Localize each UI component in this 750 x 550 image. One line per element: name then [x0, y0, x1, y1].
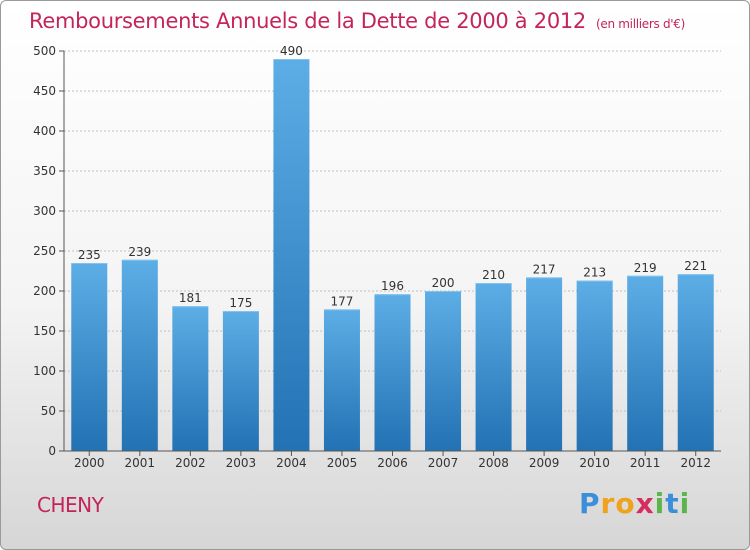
bar-2003[interactable]	[222, 311, 259, 451]
value-label: 239	[128, 245, 151, 259]
axes: 0 50 100 150 200 250 300 350 400 450 500 2000 2001 20…	[33, 44, 721, 470]
y-tick-label: 500	[33, 44, 56, 58]
value-label: 490	[280, 44, 303, 58]
x-tick-label: 2007	[428, 456, 459, 470]
bar-2001[interactable]	[121, 259, 158, 451]
logo-letter: i	[654, 487, 666, 520]
logo-letter: x	[635, 487, 655, 520]
y-tick-label: 450	[33, 84, 56, 98]
logo-letter: i	[679, 487, 691, 520]
value-label: 177	[331, 294, 354, 308]
x-tick-label: 2010	[579, 456, 610, 470]
logo-letter: r	[600, 487, 616, 520]
y-tick-label: 100	[33, 364, 56, 378]
x-tick-label: 2005	[327, 456, 358, 470]
value-label: 200	[432, 276, 455, 290]
value-label: 235	[78, 248, 101, 262]
x-tick-label: 2008	[478, 456, 509, 470]
x-tick-label: 2003	[226, 456, 257, 470]
bar-2005[interactable]	[323, 309, 360, 451]
x-tick-label: 2006	[377, 456, 408, 470]
value-label: 217	[533, 262, 556, 276]
y-tick-label: 250	[33, 244, 56, 258]
y-tick-label: 150	[33, 324, 56, 338]
x-tick-label: 2004	[276, 456, 307, 470]
value-label: 221	[684, 259, 707, 273]
value-label: 210	[482, 268, 505, 282]
bar-2012[interactable]	[677, 274, 714, 451]
chart-unit: (en milliers d'€)	[596, 17, 686, 31]
bar-2009[interactable]	[526, 277, 563, 451]
y-tick-label: 200	[33, 284, 56, 298]
bar-2004[interactable]	[273, 59, 310, 451]
y-tick-label: 350	[33, 164, 56, 178]
bar-2008[interactable]	[475, 283, 512, 451]
bar-2006[interactable]	[374, 294, 411, 451]
bar-2011[interactable]	[627, 275, 664, 451]
x-tick-label: 2009	[529, 456, 560, 470]
x-tick-label: 2000	[74, 456, 105, 470]
proxiti-logo[interactable]: Proxiti	[579, 487, 690, 520]
value-label: 181	[179, 291, 202, 305]
chart-title-text: Remboursements Annuels de la Dette de 20…	[29, 9, 586, 33]
value-label: 196	[381, 279, 404, 293]
value-label: 213	[583, 266, 606, 280]
y-tick-label: 0	[48, 444, 56, 458]
x-tick-label: 2011	[630, 456, 661, 470]
y-tick-label: 400	[33, 124, 56, 138]
logo-letter: t	[665, 487, 680, 520]
logo-letter: o	[615, 487, 636, 520]
logo-letter: P	[579, 487, 601, 520]
y-tick-label: 300	[33, 204, 56, 218]
city-name: CHENY	[37, 493, 104, 517]
value-label: 175	[229, 296, 252, 310]
bar-2002[interactable]	[172, 306, 209, 451]
bars	[71, 59, 714, 451]
bar-2000[interactable]	[71, 263, 108, 451]
value-label: 219	[634, 261, 657, 275]
chart-title: Remboursements Annuels de la Dette de 20…	[29, 9, 685, 33]
value-labels: 235 239 181 175 490 177 196 200 210 217 213 219 221	[78, 44, 707, 310]
x-tick-label: 2002	[175, 456, 206, 470]
y-tick-label: 50	[41, 404, 56, 418]
x-tick-label: 2012	[680, 456, 711, 470]
x-tick-label: 2001	[125, 456, 156, 470]
bar-2007[interactable]	[425, 291, 462, 451]
bar-2010[interactable]	[576, 280, 613, 451]
